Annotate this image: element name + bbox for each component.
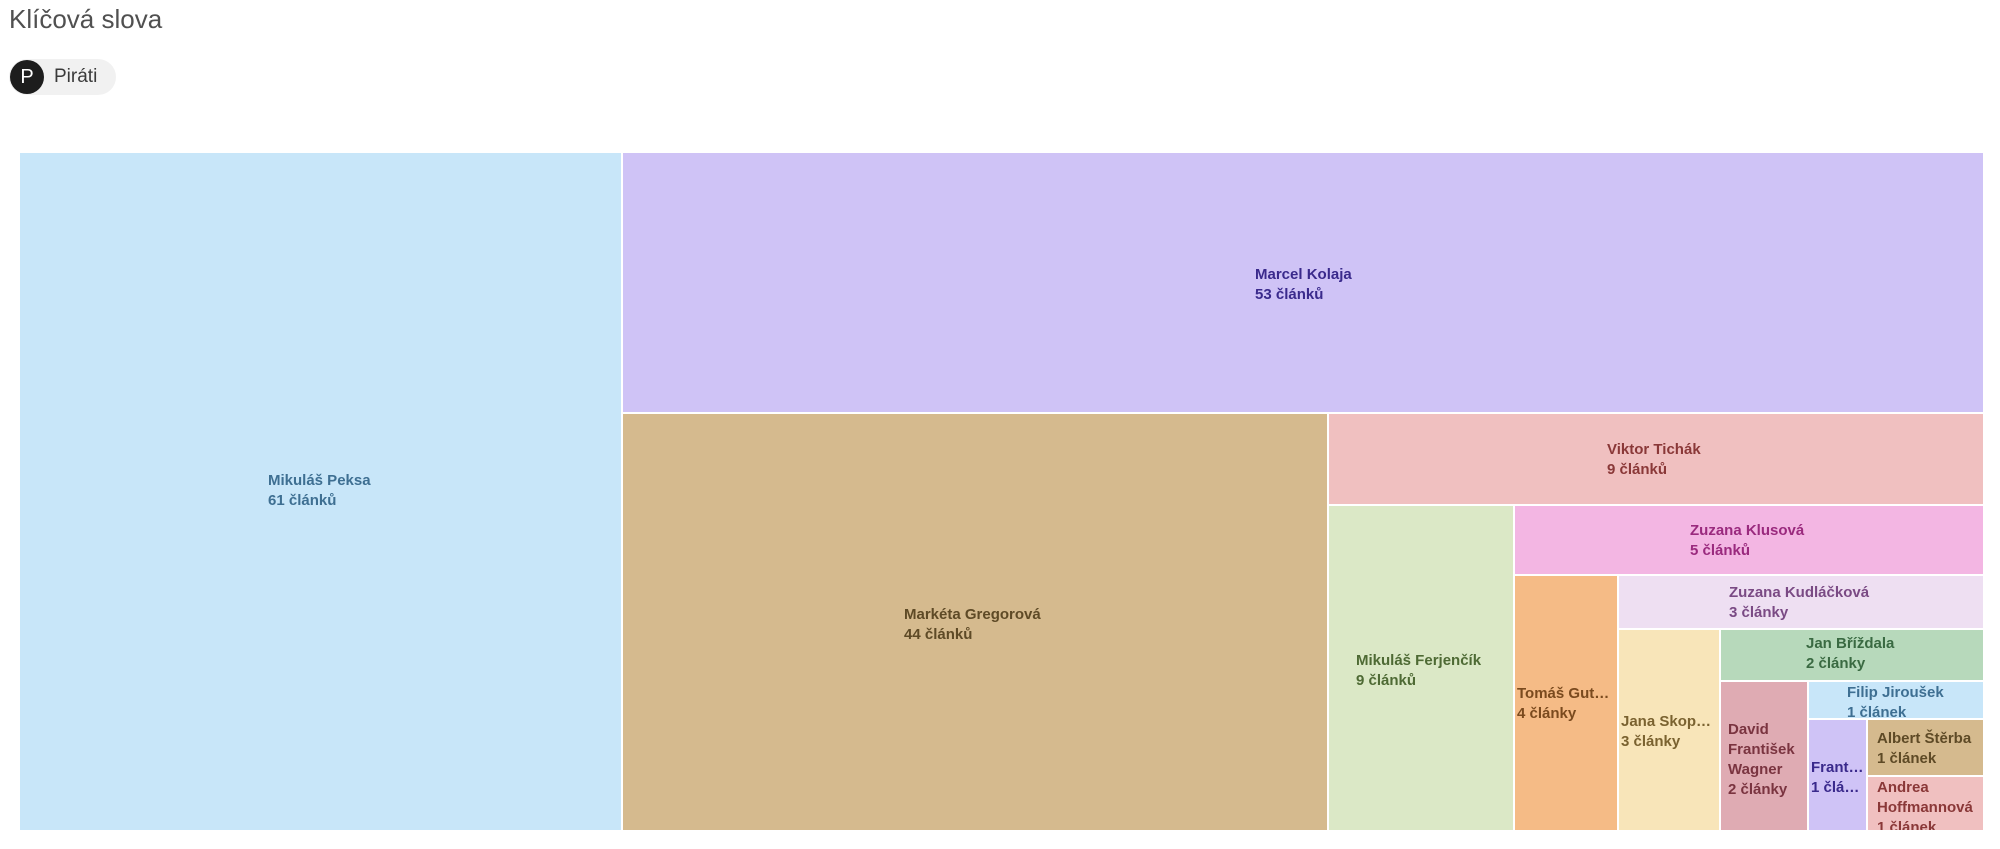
treemap-tile-name: Zuzana Klusová — [1690, 522, 1805, 539]
treemap-tile-label: Viktor Tichák 9 článků — [1607, 440, 1967, 480]
party-avatar: P — [10, 60, 44, 94]
treemap-tile-count: 4 články — [1517, 705, 1577, 722]
treemap-tile-name: Tomáš Gut… — [1517, 685, 1610, 702]
treemap-tile-count: 2 články — [1728, 781, 1788, 798]
treemap-tile-name: Zuzana Kudláčková — [1729, 584, 1870, 601]
treemap-tile-count: 1 článek — [1847, 704, 1907, 719]
treemap-tile-count: 1 člá… — [1811, 779, 1860, 796]
treemap-tile-count: 2 články — [1806, 655, 1866, 672]
treemap-tile-name: David František Wagner — [1728, 721, 1795, 778]
treemap-tile-count: 9 článků — [1607, 461, 1668, 478]
treemap-tile-label: Jana Skop… 3 články — [1621, 712, 1717, 752]
treemap-tile-label: Markéta Gregorová 44 článků — [904, 605, 1304, 645]
treemap-tile-label: David František Wagner 2 články — [1728, 720, 1806, 800]
treemap-tile[interactable]: Jan Bříždala 2 články — [1720, 629, 1984, 681]
treemap-tile-count: 3 články — [1729, 604, 1789, 621]
treemap-tile[interactable]: Tomáš Gut… 4 články — [1514, 575, 1618, 831]
treemap-tile-label: Mikuláš Ferjenčík 9 článků — [1356, 651, 1506, 691]
treemap-tile[interactable]: Andrea Hoffmannová 1 článek — [1867, 776, 1984, 831]
treemap-tile[interactable]: Albert Štěrba 1 článek — [1867, 719, 1984, 776]
treemap-tile[interactable]: Filip Jiroušek 1 článek — [1808, 681, 1984, 719]
treemap-tile-name: Albert Štěrba — [1877, 730, 1972, 747]
treemap-tile-label: Andrea Hoffmannová 1 článek — [1877, 778, 1983, 831]
treemap-tile-name: Markéta Gregorová — [904, 606, 1041, 623]
treemap-tile-count: 1 článek — [1877, 750, 1937, 767]
treemap-tile-name: Marcel Kolaja — [1255, 266, 1352, 283]
treemap-tile[interactable]: Mikuláš Peksa 61 článků — [19, 152, 622, 831]
treemap-tile-label: Albert Štěrba 1 článek — [1877, 729, 1983, 769]
treemap-tile[interactable]: Zuzana Klusová 5 článků — [1514, 505, 1984, 575]
treemap-tile-label: Jan Bříždala 2 články — [1806, 634, 1976, 674]
treemap-tile[interactable]: David František Wagner 2 články — [1720, 681, 1808, 831]
page-title: Klíčová slova — [9, 4, 163, 34]
treemap-tile-label: Filip Jiroušek 1 článek — [1847, 683, 1983, 719]
treemap-tile-label: Zuzana Klusová 5 článků — [1690, 521, 1970, 561]
treemap-tile[interactable]: Marcel Kolaja 53 článků — [622, 152, 1984, 413]
treemap-chart: Mikuláš Peksa 61 článků Marcel Kolaja 53 čl… — [19, 152, 1984, 831]
treemap-tile-count: 3 články — [1621, 733, 1681, 750]
treemap-tile-count: 1 článek — [1877, 819, 1937, 831]
treemap-tile-name: Filip Jiroušek — [1847, 684, 1944, 701]
treemap-tile[interactable]: Jana Skop… 3 články — [1618, 629, 1720, 831]
treemap-tile-count: 61 článků — [268, 492, 337, 509]
treemap-tile[interactable]: Viktor Tichák 9 článků — [1328, 413, 1984, 505]
treemap-tile-name: Viktor Tichák — [1607, 441, 1701, 458]
treemap-tile[interactable]: Markéta Gregorová 44 článků — [622, 413, 1328, 831]
treemap-tile-label: Tomáš Gut… 4 články — [1517, 684, 1615, 724]
treemap-tile-label: Zuzana Kudláčková 3 články — [1729, 583, 1969, 623]
treemap-tile-count: 5 článků — [1690, 542, 1751, 559]
party-name: Piráti — [54, 66, 98, 87]
treemap-tile-label: Mikuláš Peksa 61 článků — [268, 471, 588, 511]
treemap-tile-count: 9 článků — [1356, 672, 1417, 689]
treemap-tile[interactable]: Frant… 1 člá… — [1808, 719, 1867, 831]
treemap-tile-label: Frant… 1 člá… — [1811, 758, 1865, 798]
treemap-tile-name: Mikuláš Peksa — [268, 472, 371, 489]
treemap-tile-name: Mikuláš Ferjenčík — [1356, 652, 1482, 669]
treemap-tile-name: Frant… — [1811, 759, 1864, 776]
treemap-tile-name: Jana Skop… — [1621, 713, 1712, 730]
treemap-tile-name: Jan Bříždala — [1806, 635, 1895, 652]
treemap-tile-name: Andrea Hoffmannová — [1877, 779, 1973, 816]
treemap-tile[interactable]: Zuzana Kudláčková 3 články — [1618, 575, 1984, 629]
treemap-tile-count: 44 článků — [904, 626, 973, 643]
party-filter-chip[interactable]: P Piráti — [9, 59, 117, 95]
treemap-tile-label: Marcel Kolaja 53 článků — [1255, 265, 1855, 305]
treemap-tile[interactable]: Mikuláš Ferjenčík 9 článků — [1328, 505, 1514, 831]
treemap-tile-count: 53 článků — [1255, 286, 1324, 303]
